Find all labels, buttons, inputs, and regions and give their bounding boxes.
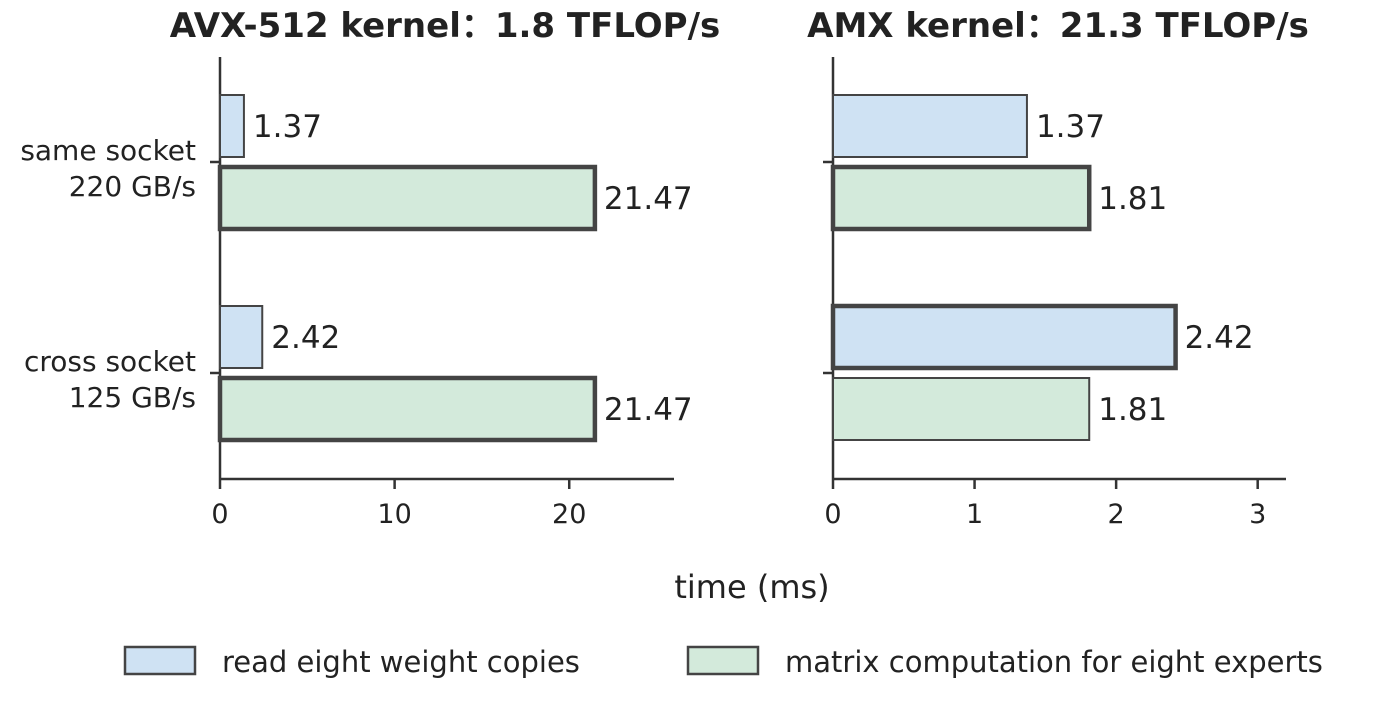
category-label: cross socket 125 GB/s bbox=[24, 345, 196, 414]
x-tick-label: 2 bbox=[1108, 499, 1125, 530]
category-label-line: 125 GB/s bbox=[69, 381, 196, 414]
x-tick-label: 3 bbox=[1249, 499, 1266, 530]
panel-title: AVX-512 kernel：1.8 TFLOP/s bbox=[170, 6, 721, 46]
category-label-line: cross socket bbox=[24, 345, 196, 378]
legend-label: matrix computation for eight experts bbox=[785, 645, 1323, 679]
bar-compute bbox=[217, 375, 598, 443]
legend-label: read eight weight copies bbox=[222, 645, 580, 679]
panel-title: AMX kernel：21.3 TFLOP/s bbox=[807, 6, 1309, 46]
category-label-line: 220 GB/s bbox=[69, 170, 196, 203]
bar-compute bbox=[217, 164, 598, 232]
x-axis-title: time (ms) bbox=[674, 568, 829, 606]
x-tick-label: 10 bbox=[377, 499, 411, 530]
legend-swatch-compute bbox=[686, 645, 760, 676]
data-label: 1.81 bbox=[1098, 392, 1167, 428]
bar-read bbox=[219, 94, 245, 158]
data-label: 1.81 bbox=[1098, 181, 1167, 217]
legend-swatch-read bbox=[123, 645, 197, 676]
bar-compute bbox=[832, 377, 1091, 441]
data-label: 21.47 bbox=[604, 181, 693, 217]
category-label-line: same socket bbox=[20, 134, 196, 167]
bar-read bbox=[219, 305, 264, 369]
category-label: same socket 220 GB/s bbox=[20, 134, 196, 203]
data-label: 1.37 bbox=[1036, 109, 1105, 145]
x-tick-label: 1 bbox=[966, 499, 983, 530]
data-label: 2.42 bbox=[271, 320, 340, 356]
x-tick-label: 0 bbox=[211, 499, 228, 530]
bar-read bbox=[832, 94, 1028, 158]
data-label: 1.37 bbox=[253, 109, 322, 145]
bar-compute bbox=[830, 164, 1092, 232]
x-tick-label: 20 bbox=[552, 499, 586, 530]
data-label: 21.47 bbox=[604, 392, 693, 428]
data-label: 2.42 bbox=[1185, 320, 1254, 356]
bar-read bbox=[830, 303, 1178, 371]
x-tick-label: 0 bbox=[824, 499, 841, 530]
